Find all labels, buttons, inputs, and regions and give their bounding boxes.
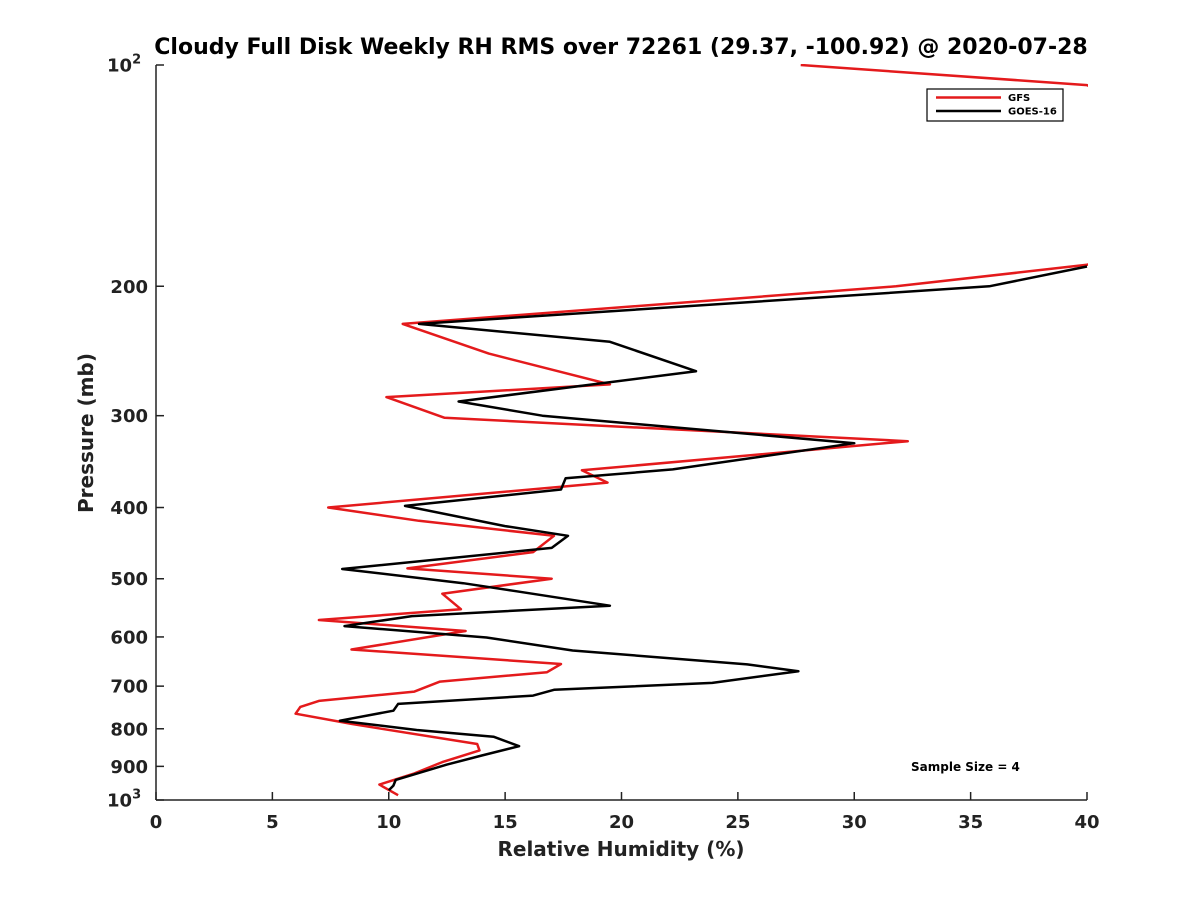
y-tick-label: 600 bbox=[110, 627, 148, 648]
chart-title: Cloudy Full Disk Weekly RH RMS over 7226… bbox=[154, 35, 1087, 60]
y-tick-label: 700 bbox=[110, 677, 148, 698]
legend-box bbox=[926, 88, 1064, 122]
y-tick-label: 102 bbox=[107, 53, 141, 77]
x-tick-label: 25 bbox=[725, 812, 750, 833]
x-tick-label: 15 bbox=[493, 812, 518, 833]
y-tick-label: 103 bbox=[107, 788, 141, 812]
x-tick-label: 35 bbox=[958, 812, 983, 833]
x-tick-label: 10 bbox=[376, 812, 401, 833]
series-line-gfs bbox=[294, 64, 1088, 797]
sample-size-annotation: Sample Size = 4 bbox=[911, 760, 1020, 774]
x-ticks: 0 5 10 15 20 25 30 35 40 bbox=[150, 792, 1100, 833]
y-tick-label: 900 bbox=[110, 757, 148, 778]
legend-label-gfs: GFS bbox=[1008, 93, 1030, 104]
y-tick-label: 400 bbox=[110, 498, 148, 519]
y-tick-label: 500 bbox=[110, 569, 148, 590]
y-axis-label: Pressure (mb) bbox=[74, 353, 98, 513]
legend: GFS GOES-16 bbox=[926, 88, 1064, 122]
x-tick-label: 20 bbox=[609, 812, 634, 833]
x-tick-label: 5 bbox=[266, 812, 279, 833]
legend-label-goes16: GOES-16 bbox=[1008, 107, 1057, 118]
series-layer bbox=[294, 64, 1088, 797]
series-line-goes16 bbox=[338, 265, 1088, 792]
y-ticks: 200 300 400 500 600 700 800 900 102 103 bbox=[107, 53, 164, 812]
y-tick-label: 800 bbox=[110, 719, 148, 740]
axes bbox=[155, 65, 1087, 801]
y-tick-label: 300 bbox=[110, 406, 148, 427]
x-tick-label: 40 bbox=[1074, 812, 1099, 833]
x-tick-label: 30 bbox=[842, 812, 867, 833]
x-tick-label: 0 bbox=[150, 812, 163, 833]
y-tick-label: 200 bbox=[110, 277, 148, 298]
x-axis-label: Relative Humidity (%) bbox=[497, 837, 744, 861]
